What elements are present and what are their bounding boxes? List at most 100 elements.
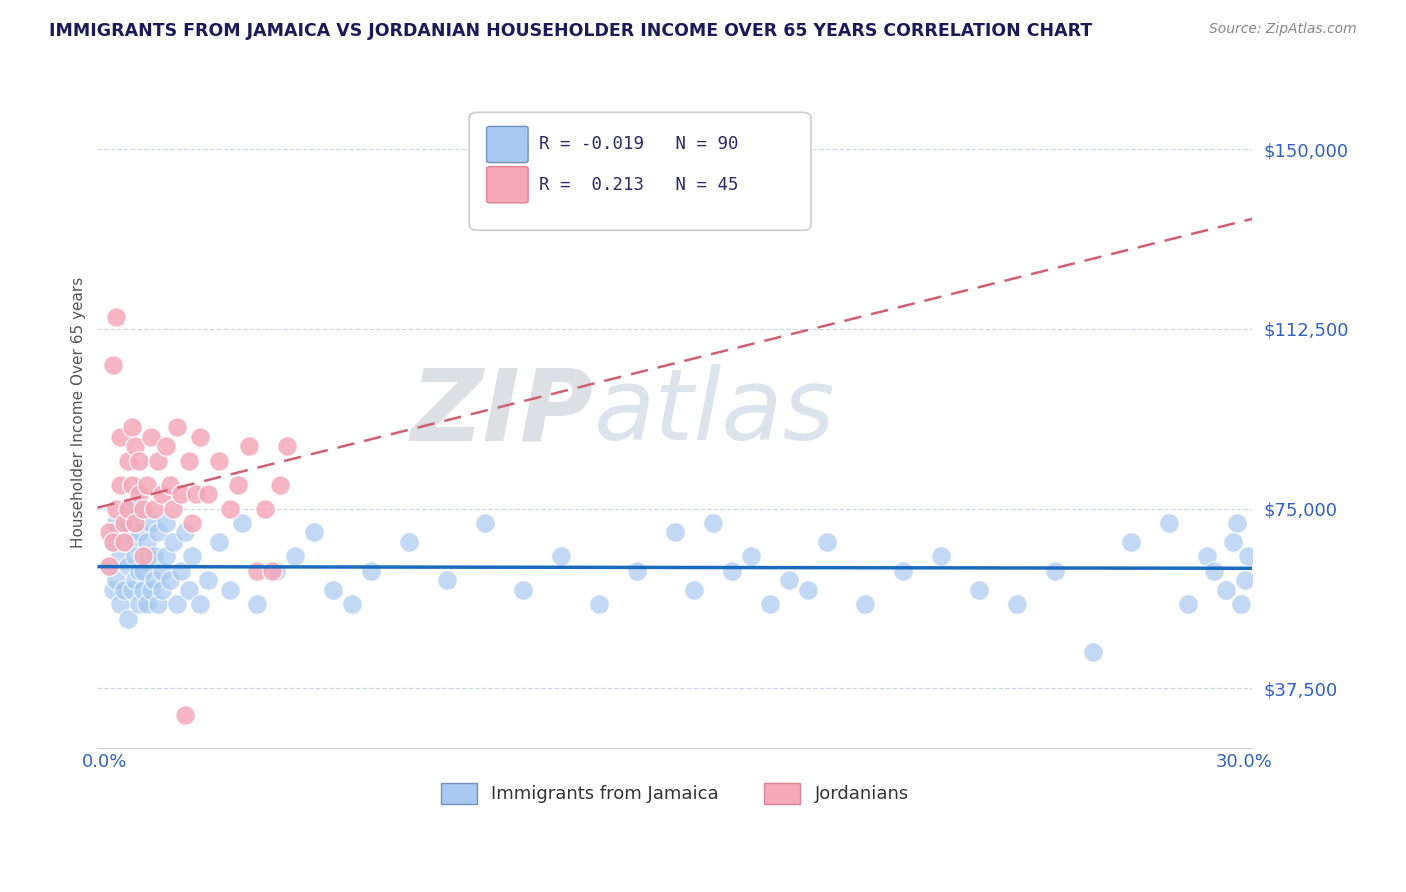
- FancyBboxPatch shape: [470, 112, 811, 230]
- Point: [101, 358, 124, 372]
- Text: atlas: atlas: [593, 364, 835, 461]
- Point: [121, 477, 143, 491]
- Point: [139, 516, 162, 530]
- Point: [758, 598, 780, 612]
- Point: [135, 598, 157, 612]
- Point: [101, 535, 124, 549]
- Point: [112, 525, 135, 540]
- Point: [720, 564, 742, 578]
- Point: [139, 582, 162, 597]
- Point: [124, 574, 146, 588]
- Point: [150, 564, 173, 578]
- Point: [121, 535, 143, 549]
- Point: [197, 574, 219, 588]
- Point: [550, 549, 572, 564]
- Point: [159, 574, 181, 588]
- Point: [135, 535, 157, 549]
- Point: [238, 439, 260, 453]
- Point: [181, 516, 204, 530]
- Point: [143, 501, 166, 516]
- Point: [197, 487, 219, 501]
- Point: [155, 516, 177, 530]
- Point: [170, 487, 193, 501]
- Point: [474, 516, 496, 530]
- Point: [117, 559, 139, 574]
- Point: [1204, 564, 1226, 578]
- Point: [166, 420, 188, 434]
- Point: [929, 549, 952, 564]
- Point: [166, 598, 188, 612]
- Point: [105, 516, 128, 530]
- Point: [159, 477, 181, 491]
- Point: [128, 598, 150, 612]
- Point: [112, 535, 135, 549]
- Point: [219, 582, 242, 597]
- Point: [177, 453, 200, 467]
- Point: [117, 453, 139, 467]
- Point: [155, 439, 177, 453]
- FancyBboxPatch shape: [486, 127, 529, 162]
- Y-axis label: Householder Income Over 65 years: Householder Income Over 65 years: [72, 277, 86, 549]
- Point: [740, 549, 762, 564]
- Point: [436, 574, 458, 588]
- Point: [188, 598, 211, 612]
- Point: [1195, 549, 1218, 564]
- Point: [97, 525, 120, 540]
- Point: [135, 549, 157, 564]
- Point: [246, 564, 269, 578]
- Point: [108, 598, 131, 612]
- Point: [121, 582, 143, 597]
- Point: [135, 477, 157, 491]
- Point: [170, 564, 193, 578]
- Point: [188, 430, 211, 444]
- Point: [181, 549, 204, 564]
- FancyBboxPatch shape: [486, 167, 529, 202]
- Point: [108, 477, 131, 491]
- Point: [231, 516, 253, 530]
- Point: [117, 516, 139, 530]
- Point: [132, 564, 155, 578]
- Point: [162, 535, 184, 549]
- Point: [184, 487, 207, 501]
- Point: [284, 549, 307, 564]
- Point: [112, 582, 135, 597]
- Point: [262, 564, 284, 578]
- Point: [815, 535, 838, 549]
- Point: [146, 525, 169, 540]
- Point: [112, 516, 135, 530]
- Point: [124, 516, 146, 530]
- Point: [1237, 549, 1260, 564]
- Point: [128, 453, 150, 467]
- Text: R = -0.019   N = 90: R = -0.019 N = 90: [538, 136, 738, 153]
- Point: [101, 535, 124, 549]
- Point: [246, 598, 269, 612]
- Point: [128, 564, 150, 578]
- Point: [664, 525, 686, 540]
- Point: [121, 420, 143, 434]
- Point: [778, 574, 800, 588]
- Point: [1222, 535, 1244, 549]
- Point: [626, 564, 648, 578]
- Point: [128, 487, 150, 501]
- Point: [150, 582, 173, 597]
- Point: [967, 582, 990, 597]
- Point: [1233, 574, 1256, 588]
- Point: [105, 310, 128, 324]
- Point: [117, 501, 139, 516]
- Point: [1215, 582, 1237, 597]
- Point: [173, 707, 195, 722]
- Point: [1119, 535, 1142, 549]
- Point: [1157, 516, 1180, 530]
- Point: [97, 559, 120, 574]
- Point: [124, 549, 146, 564]
- Point: [121, 501, 143, 516]
- Point: [150, 487, 173, 501]
- Point: [226, 477, 249, 491]
- Point: [702, 516, 724, 530]
- Text: Source: ZipAtlas.com: Source: ZipAtlas.com: [1209, 22, 1357, 37]
- Point: [796, 582, 818, 597]
- Point: [340, 598, 363, 612]
- Point: [143, 574, 166, 588]
- Point: [124, 439, 146, 453]
- Point: [302, 525, 325, 540]
